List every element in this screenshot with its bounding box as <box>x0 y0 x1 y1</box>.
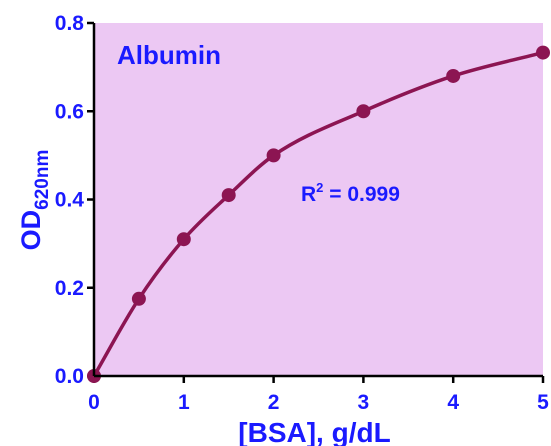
x-tick-label: 1 <box>178 391 190 414</box>
x-axis-label: [BSA], g/dL <box>238 417 390 446</box>
plot-area <box>94 23 543 376</box>
x-tick-label: 0 <box>88 391 100 414</box>
x-tick-label: 5 <box>537 391 549 414</box>
y-axis-label-main: OD <box>16 210 46 251</box>
data-point <box>536 45 550 60</box>
y-tick-label: 0.6 <box>55 100 84 123</box>
r-squared-annotation: R2 = 0.999 <box>301 180 400 206</box>
data-point <box>176 232 191 247</box>
data-point <box>266 148 281 163</box>
data-point <box>131 291 146 306</box>
data-point <box>446 68 461 83</box>
x-tick-label: 4 <box>447 391 459 414</box>
data-points <box>87 45 550 383</box>
y-tick-label: 0.0 <box>55 365 84 388</box>
x-tick-label: 2 <box>268 391 280 414</box>
annotation-superscript: 2 <box>316 180 323 195</box>
y-tick-label: 0.2 <box>55 277 84 300</box>
annotation-main: R <box>301 183 316 206</box>
y-axis-label-subscript: 620nm <box>32 150 53 210</box>
data-point <box>221 188 236 203</box>
y-tick-label: 0.8 <box>55 12 85 35</box>
inset-label: Albumin <box>117 40 221 70</box>
x-tick-label: 3 <box>358 391 370 414</box>
y-tick-label: 0.4 <box>55 189 85 212</box>
y-axis-label: OD620nm <box>16 150 53 251</box>
data-point <box>356 104 371 119</box>
annotation-rest: = 0.999 <box>323 183 399 206</box>
